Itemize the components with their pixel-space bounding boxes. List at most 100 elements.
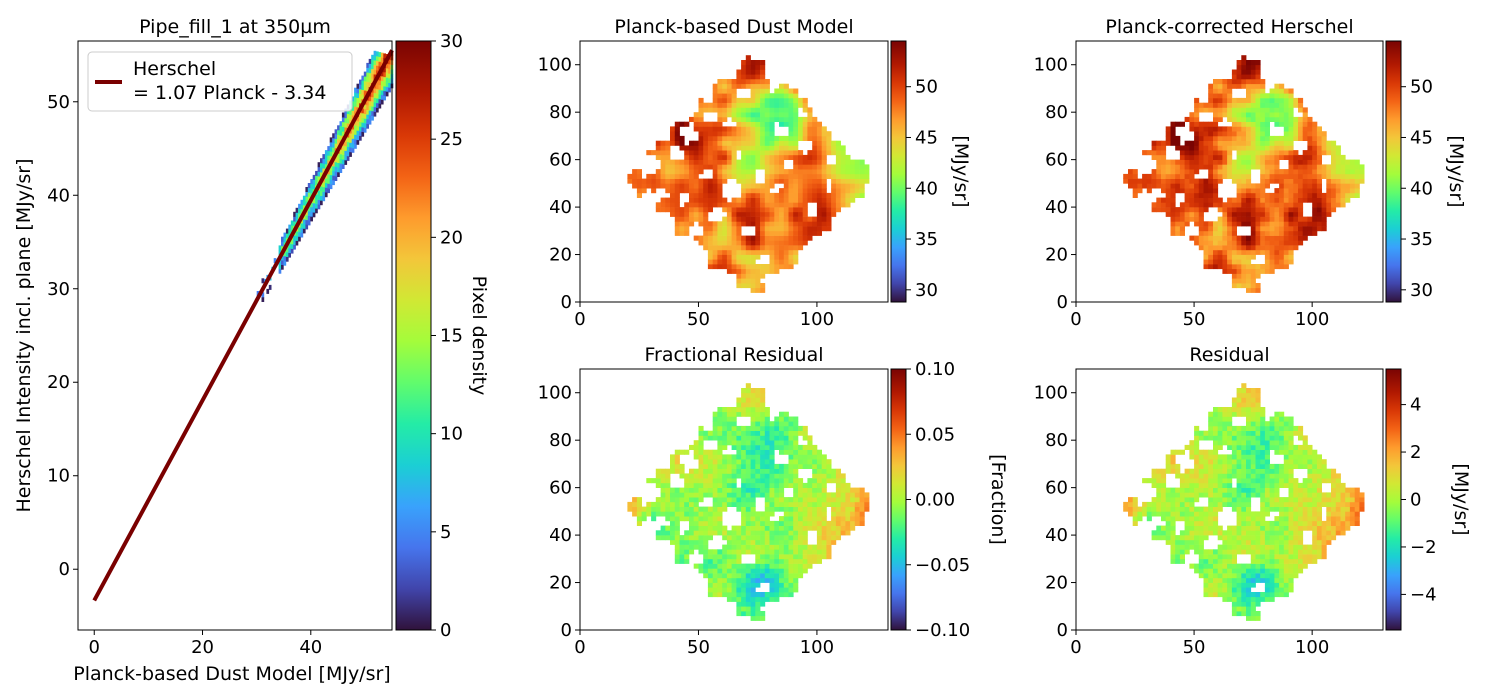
map-pixel — [755, 102, 761, 108]
map-pixel — [783, 554, 789, 560]
map-pixel — [1288, 150, 1294, 156]
map-pixel — [712, 487, 718, 493]
map-pixel — [1236, 188, 1242, 194]
map-pixel — [774, 463, 780, 469]
map-pixel — [1250, 397, 1256, 403]
map-pixel — [1260, 240, 1266, 246]
map-pixel — [1170, 188, 1176, 194]
map-pixel — [674, 173, 680, 179]
map-pixel — [1283, 192, 1289, 198]
density-cell — [278, 250, 282, 255]
density-cell — [341, 159, 345, 165]
map-pixel — [627, 173, 633, 179]
map-pixel — [821, 135, 827, 141]
map-pixel — [736, 240, 742, 246]
map-pixel — [779, 482, 785, 488]
map-pixel — [1236, 520, 1242, 526]
map-pixel — [750, 169, 756, 175]
density-cell — [339, 168, 343, 173]
map-pixel — [741, 549, 747, 555]
map-pixel — [764, 449, 770, 455]
map-pixel — [1194, 525, 1200, 531]
map-pixel — [707, 254, 713, 260]
map-pixel — [1236, 69, 1242, 75]
map-pixel — [769, 202, 775, 208]
map-pixel — [760, 102, 766, 108]
map-pixel — [1213, 131, 1219, 137]
map-pixel — [1194, 240, 1200, 246]
map-pixel — [1179, 506, 1185, 512]
map-pixel — [1231, 259, 1237, 265]
scatter-xlabel: Planck-based Dust Model [MJy/sr] — [73, 663, 390, 685]
map-pixel — [788, 582, 794, 588]
map-pixel — [802, 497, 808, 503]
map-pixel — [1246, 273, 1252, 279]
map-pixel — [1307, 183, 1313, 189]
map-pixel — [698, 97, 704, 103]
map-pixel — [1203, 573, 1209, 579]
map-pixel — [798, 506, 804, 512]
map-pixel — [726, 135, 732, 141]
map-pixel — [840, 192, 846, 198]
map-pixel — [1298, 135, 1304, 141]
density-cell — [351, 105, 355, 111]
map-pixel — [1246, 444, 1252, 450]
map-pixel — [793, 135, 799, 141]
map-pixel — [750, 501, 756, 507]
map-pixel — [769, 525, 775, 531]
map-pixel — [741, 473, 747, 479]
map-pixel — [1302, 131, 1308, 137]
density-cell — [320, 190, 323, 196]
map-pixel — [769, 268, 775, 274]
map-pixel — [840, 482, 846, 488]
map-pixel — [816, 145, 822, 151]
map-pixel — [774, 525, 780, 531]
map-pixel — [1222, 145, 1228, 151]
map-pixel — [802, 202, 808, 208]
scatter-ytick-label: 30 — [47, 279, 70, 300]
map-pixel — [1264, 497, 1270, 503]
map-pixel — [741, 245, 747, 251]
map-pixel — [802, 430, 808, 436]
map-pixel — [760, 268, 766, 274]
map-pixel — [1203, 482, 1209, 488]
map-pixel — [788, 416, 794, 422]
map-pixel — [736, 264, 742, 270]
map-pixel — [736, 230, 742, 236]
map-pixel — [816, 226, 822, 232]
density-cell — [317, 204, 321, 210]
map-pixel — [854, 497, 860, 503]
density-cell — [341, 112, 345, 118]
map-pixel — [1156, 150, 1162, 156]
map-pixel — [722, 126, 728, 132]
density-cell — [341, 154, 345, 160]
map-pixel — [760, 478, 766, 484]
map-pixel — [1302, 192, 1308, 198]
map-pixel — [1250, 192, 1256, 198]
map-pixel — [1194, 440, 1200, 446]
map-pixel — [679, 230, 685, 236]
map-pixel — [1241, 64, 1247, 70]
map-pixel — [764, 592, 770, 598]
map-pixel — [1264, 116, 1270, 122]
map-pixel — [1255, 482, 1261, 488]
map-pixel — [1340, 192, 1346, 198]
map-pixel — [731, 478, 737, 484]
map-pixel — [1250, 116, 1256, 122]
map-pixel — [826, 473, 832, 479]
map-pixel — [1236, 83, 1242, 89]
map-pixel — [793, 164, 799, 170]
map-pixel — [722, 544, 728, 550]
map-pixel — [1227, 487, 1233, 493]
map-pixel — [788, 197, 794, 203]
map-pixel — [726, 573, 732, 579]
map-pixel — [798, 230, 804, 236]
map-pixel — [788, 506, 794, 512]
map-pixel — [1156, 497, 1162, 503]
map-pixel — [1326, 202, 1332, 208]
map-pixel — [760, 463, 766, 469]
map-pixel — [812, 501, 818, 507]
map-pixel — [835, 197, 841, 203]
map-pixel — [850, 520, 856, 526]
density-cell — [305, 191, 309, 197]
